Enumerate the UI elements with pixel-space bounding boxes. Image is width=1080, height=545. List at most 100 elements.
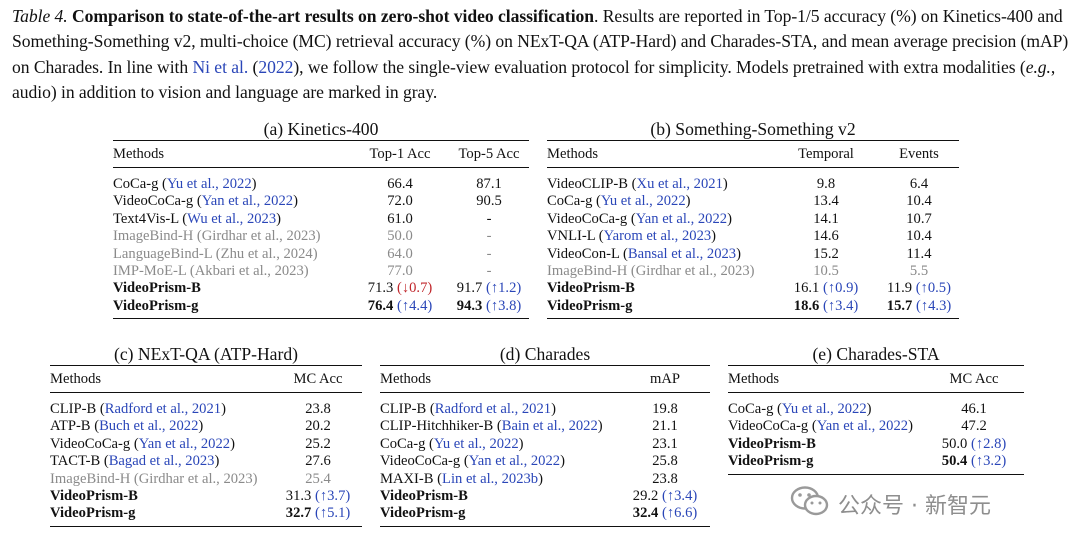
citation-link[interactable]: Akbari et al., 2023: [194, 263, 304, 280]
citation-link[interactable]: Girdhar et al., 2023: [201, 228, 316, 245]
value-cell: 18.6 (↑3.4): [773, 298, 879, 319]
citation-link[interactable]: Yu et al., 2022: [600, 193, 686, 210]
value-cell: 14.1: [773, 211, 879, 228]
caption-citation-year-link[interactable]: 2022: [258, 56, 294, 77]
table-row: VideoPrism-g 18.6 (↑3.4) 15.7 (↑4.3): [547, 298, 959, 319]
citation-link[interactable]: Bagad et al., 2023: [108, 453, 215, 470]
paren: ): [230, 435, 235, 452]
method-cell: VideoCoCa-g (Yan et al., 2022): [50, 436, 274, 453]
table-caption: Table 4. Comparison to state-of-the-art …: [12, 4, 1074, 106]
method-cell: VideoCon-L (Bansal et al., 2023): [547, 246, 773, 263]
citation-link[interactable]: Bain et al., 2022: [501, 418, 598, 435]
citation-link[interactable]: Yan et al., 2022: [138, 435, 231, 452]
paren: ): [315, 228, 321, 245]
method-name: CoCa-g: [113, 176, 159, 192]
delta-value: (↑3.4): [661, 488, 698, 505]
citation-link[interactable]: Yu et al., 2022: [781, 401, 867, 417]
value: 23.1: [652, 435, 678, 452]
paren: (: [426, 401, 435, 417]
citation-link[interactable]: Radford et al., 2021: [104, 401, 222, 417]
data-table: Methods MC Acc CLIP-B (Radford et al., 202…: [50, 365, 362, 527]
data-table: Methods mAP CLIP-B (Radford et al., 2021) 1…: [380, 365, 710, 527]
table-row: LanguageBind-L (Zhu et al., 2024) 64.0 -: [113, 246, 529, 263]
table-row: VideoPrism-B 31.3 (↑3.7): [50, 488, 362, 505]
delta-value: (↑3.2): [970, 453, 1007, 470]
value: 6.4: [909, 176, 929, 192]
method-name: CLIP-B: [50, 401, 97, 417]
table-title: (b) Something-Something v2: [650, 119, 856, 139]
citation-link[interactable]: Yu et al., 2022: [166, 176, 252, 192]
table-row: MAXI-B (Lin et al., 2023b) 23.8: [380, 471, 710, 488]
value-cell: 11.4: [879, 246, 959, 263]
value-cell: 16.1 (↑0.9): [773, 280, 879, 297]
paren: (: [96, 401, 105, 417]
value: 91.7: [456, 280, 483, 297]
citation-link[interactable]: Girdhar et al., 2023: [635, 263, 750, 280]
value-cell: 10.7: [879, 211, 959, 228]
table-kinetics-400: (a) Kinetics-400 Methods Top-1 Acc Top-5 Ac…: [113, 118, 529, 319]
table-title: (d) Charades: [499, 344, 591, 364]
value-cell: 32.7 (↑5.1): [274, 505, 362, 526]
citation-link[interactable]: Radford et al., 2021: [434, 401, 552, 417]
value-cell: 47.2: [924, 418, 1024, 435]
paren: (: [158, 176, 167, 192]
value: 66.4: [387, 176, 413, 192]
column-header: Methods: [113, 146, 165, 162]
column-header: MC Acc: [949, 371, 999, 387]
table-charades: (d) Charades Methods mAP CLIP-B (Radford et…: [380, 343, 710, 527]
value-cell: 15.2: [773, 246, 879, 263]
paren: (: [425, 435, 434, 452]
paren: ): [276, 210, 282, 227]
method-name: CoCa-g: [547, 193, 593, 210]
citation-link[interactable]: Yarom et al., 2023: [603, 228, 712, 245]
value-cell: 25.8: [620, 453, 710, 470]
citation-link[interactable]: Yan et al., 2022: [635, 210, 728, 227]
value: 72.0: [387, 193, 413, 210]
table-charades-sta: (e) Charades-STA Methods MC Acc CoCa-g (Yu …: [728, 343, 1024, 475]
citation-link[interactable]: Lin et al., 2023b: [442, 470, 539, 487]
caption-eg: e.g.: [1025, 56, 1051, 77]
paren: (: [595, 228, 604, 245]
value-cell: 10.4: [879, 228, 959, 245]
method-name: ATP-B: [50, 418, 91, 435]
method-cell: MAXI-B (Lin et al., 2023b): [380, 471, 620, 488]
citation-link[interactable]: Zhu et al., 2024: [220, 245, 313, 262]
watermark: 公众号 · 新智元: [790, 484, 1060, 524]
paren: ): [518, 435, 524, 452]
value-cell: 21.1: [620, 418, 710, 435]
citation-link[interactable]: Yan et al., 2022: [816, 418, 909, 435]
paren: ): [252, 470, 258, 487]
citation-link[interactable]: Wu et al., 2023: [187, 210, 277, 227]
method-cell: VideoPrism-B: [380, 488, 620, 505]
citation-link[interactable]: Buch et al., 2022: [99, 418, 199, 435]
value-cell: 31.3 (↑3.7): [274, 488, 362, 505]
value: 31.3: [285, 488, 312, 505]
paren: ): [908, 418, 913, 435]
method-cell: ATP-B (Buch et al., 2022): [50, 418, 274, 435]
header-row: Methods MC Acc: [50, 365, 362, 393]
citation-link[interactable]: Yan et al., 2022: [468, 453, 561, 470]
value: 25.2: [305, 435, 331, 452]
delta-value: (↑1.2): [485, 280, 522, 297]
table-row: IMP-MoE-L (Akbari et al., 2023) 77.0 -: [113, 263, 529, 280]
method-name: VideoPrism-g: [113, 297, 199, 314]
citation-link[interactable]: Bansal et al., 2023: [627, 245, 737, 262]
value: 15.7: [886, 297, 913, 314]
data-table: Methods MC Acc CoCa-g (Yu et al., 2022) 46.…: [728, 365, 1024, 475]
paren: ): [685, 193, 691, 210]
caption-citation-link[interactable]: Ni et al.: [192, 56, 249, 77]
citation-link[interactable]: Yu et al., 2022: [433, 435, 519, 452]
paren: (: [100, 453, 109, 470]
citation-link[interactable]: Xu et al., 2021: [636, 176, 723, 192]
citation-link[interactable]: Girdhar et al., 2023: [138, 470, 253, 487]
data-table: Methods Temporal Events VideoCLIP-B (Xu et …: [547, 140, 959, 319]
value: -: [486, 263, 492, 280]
value: 87.1: [476, 176, 502, 192]
method-name: VideoPrism-B: [113, 280, 201, 297]
citation-link[interactable]: Yan et al., 2022: [201, 193, 294, 210]
value: 23.8: [652, 470, 678, 487]
method-name: CoCa-g: [380, 435, 426, 452]
value-cell: 29.2 (↑3.4): [620, 488, 710, 505]
method-cell: VideoCoCa-g (Yan et al., 2022): [547, 211, 773, 228]
value: 10.5: [813, 263, 839, 280]
